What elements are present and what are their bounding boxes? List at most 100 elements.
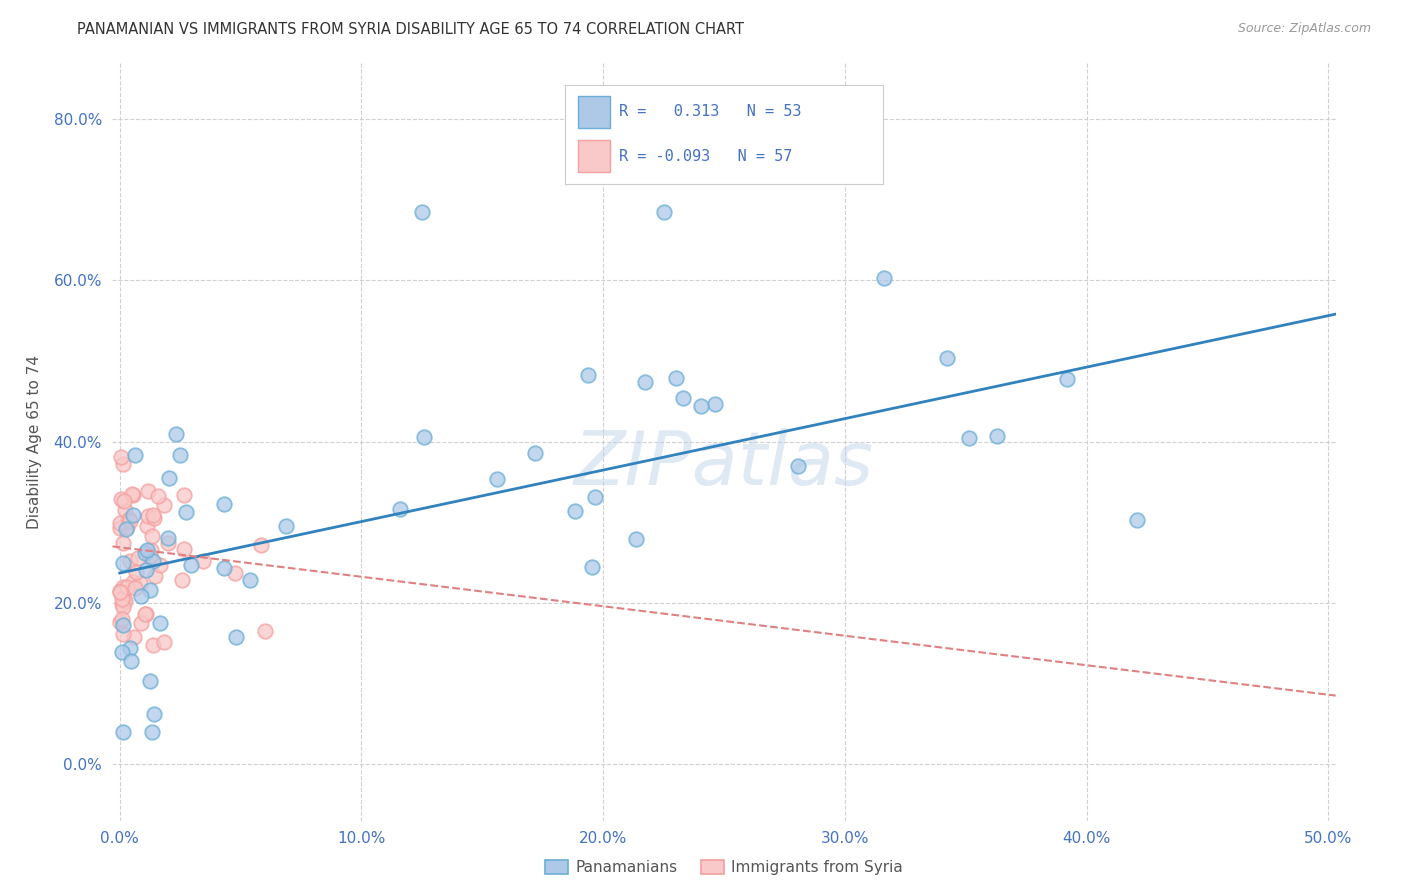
- Point: [142, 638, 165, 652]
- Point: [690, 399, 713, 413]
- Point: [134, 546, 156, 560]
- Point: [136, 509, 159, 524]
- Point: [141, 725, 163, 739]
- Point: [110, 491, 132, 506]
- Point: [124, 448, 146, 462]
- Point: [153, 499, 176, 513]
- Point: [274, 519, 297, 533]
- Point: [120, 654, 142, 668]
- Point: [957, 431, 980, 445]
- Point: [665, 371, 688, 385]
- Point: [114, 594, 136, 608]
- Point: [118, 554, 141, 568]
- Point: [143, 707, 166, 722]
- Point: [110, 585, 132, 599]
- Point: [156, 532, 179, 546]
- Point: [169, 448, 191, 462]
- Point: [141, 529, 163, 543]
- Point: [388, 502, 411, 516]
- Point: [564, 504, 586, 518]
- Point: [115, 580, 138, 594]
- Point: [112, 725, 135, 739]
- Point: [524, 446, 547, 460]
- Point: [139, 549, 162, 564]
- Point: [212, 497, 235, 511]
- Point: [411, 204, 433, 219]
- Point: [117, 520, 139, 534]
- Point: [127, 551, 149, 566]
- Y-axis label: Disability Age 65 to 74: Disability Age 65 to 74: [28, 354, 42, 529]
- Point: [173, 541, 195, 556]
- Point: [139, 583, 162, 598]
- Point: [114, 503, 136, 517]
- Point: [129, 575, 152, 590]
- Point: [112, 493, 135, 508]
- Point: [239, 574, 262, 588]
- Point: [111, 612, 134, 626]
- Point: [111, 457, 134, 471]
- Point: [129, 616, 152, 631]
- Point: [180, 558, 202, 572]
- Point: [172, 573, 194, 587]
- Point: [118, 512, 141, 526]
- Point: [786, 458, 808, 473]
- Point: [120, 641, 142, 656]
- Point: [485, 472, 508, 486]
- Point: [146, 489, 169, 503]
- Point: [142, 508, 165, 522]
- Point: [149, 558, 172, 572]
- Point: [111, 617, 134, 632]
- Point: [122, 630, 145, 644]
- Point: [124, 581, 146, 595]
- Point: [110, 521, 132, 535]
- Point: [135, 564, 157, 578]
- Point: [1125, 513, 1147, 527]
- Point: [413, 429, 436, 443]
- Point: [671, 391, 693, 405]
- Point: [249, 538, 271, 552]
- Point: [634, 375, 657, 389]
- Point: [122, 508, 145, 522]
- Point: [112, 580, 135, 594]
- Point: [110, 615, 132, 629]
- Point: [703, 397, 725, 411]
- Point: [624, 532, 647, 546]
- Point: [142, 511, 165, 525]
- Point: [111, 556, 134, 570]
- Point: [165, 427, 187, 442]
- Point: [156, 536, 179, 550]
- Point: [121, 575, 143, 590]
- Point: [139, 673, 162, 688]
- Point: [214, 561, 236, 575]
- Point: [134, 607, 156, 621]
- Point: [153, 634, 176, 648]
- Point: [110, 584, 132, 599]
- Point: [136, 484, 159, 499]
- Point: [1056, 372, 1078, 386]
- Point: [110, 450, 132, 464]
- Point: [149, 616, 172, 631]
- Text: PANAMANIAN VS IMMIGRANTS FROM SYRIA DISABILITY AGE 65 TO 74 CORRELATION CHART: PANAMANIAN VS IMMIGRANTS FROM SYRIA DISA…: [77, 22, 744, 37]
- Point: [121, 487, 143, 501]
- Point: [173, 488, 195, 502]
- Point: [122, 488, 145, 502]
- Point: [224, 566, 246, 581]
- Point: [129, 589, 152, 603]
- Point: [191, 554, 214, 568]
- Point: [110, 516, 132, 531]
- Point: [115, 522, 138, 536]
- Point: [986, 429, 1008, 443]
- Point: [111, 597, 134, 611]
- Point: [142, 554, 165, 568]
- Point: [111, 591, 134, 606]
- Point: [111, 626, 134, 640]
- Point: [935, 351, 957, 365]
- Text: Source: ZipAtlas.com: Source: ZipAtlas.com: [1237, 22, 1371, 36]
- Point: [143, 568, 166, 582]
- Point: [157, 471, 180, 485]
- Point: [136, 542, 159, 557]
- Point: [873, 271, 896, 285]
- Point: [111, 535, 134, 549]
- Point: [120, 514, 142, 528]
- Point: [581, 560, 603, 574]
